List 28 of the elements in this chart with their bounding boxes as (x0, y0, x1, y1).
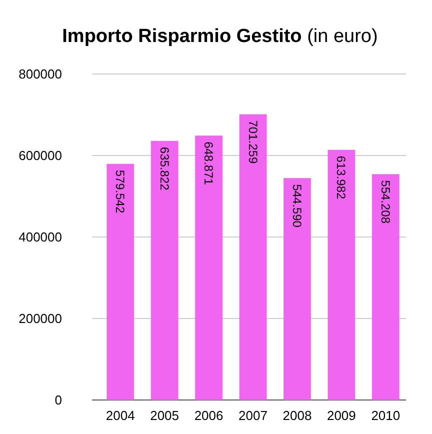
x-tick-label: 2004 (106, 408, 135, 423)
bar (372, 174, 400, 400)
x-tick-label: 2008 (282, 408, 312, 423)
x-tick-label: 2010 (371, 408, 400, 423)
bar (284, 178, 311, 400)
bar (150, 140, 178, 400)
chart-title: Importo Risparmio Gestito (62, 26, 302, 47)
bar (195, 136, 222, 400)
data-label: 579.542 (113, 170, 128, 214)
y-tick-label: 200000 (18, 311, 62, 326)
y-tick-label: 600000 (18, 148, 62, 164)
data-label: 544.590 (290, 184, 304, 228)
y-tick-label: 800000 (18, 66, 62, 82)
chart-subtitle: (in euro) (302, 26, 378, 47)
data-label: 648.871 (202, 142, 216, 186)
data-label: 701.259 (246, 120, 260, 164)
data-label: 635.822 (157, 146, 172, 191)
bar (239, 114, 267, 400)
x-tick-label: 2005 (150, 408, 180, 423)
y-tick-label: 400000 (18, 230, 62, 245)
bar (106, 164, 134, 400)
x-tick-label: 2006 (194, 408, 224, 423)
data-label: 613.982 (334, 156, 348, 200)
y-tick-label: 0 (54, 392, 62, 408)
x-tick-label: 2009 (326, 408, 356, 423)
data-label: 554.208 (378, 180, 392, 224)
bar (328, 150, 356, 400)
x-tick-label: 2007 (238, 408, 268, 423)
